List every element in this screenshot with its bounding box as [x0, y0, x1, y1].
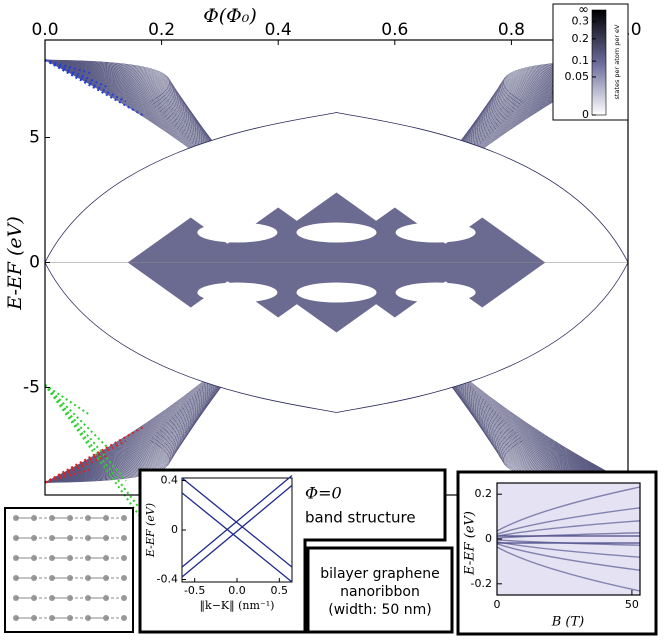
gap	[197, 282, 278, 303]
x-tick-label: 0.8	[498, 20, 525, 40]
y-axis-label: E-EF (eV)	[4, 216, 26, 311]
colorbar-tick-label: 0	[582, 108, 589, 121]
y-axis-label: E-EF (eV)	[463, 511, 478, 576]
atom	[121, 575, 127, 581]
fan-line	[44, 378, 211, 483]
level-dots	[44, 384, 91, 416]
colorbar-tick-label: 0.2	[572, 32, 590, 45]
band-line	[181, 492, 293, 583]
plot-frame	[181, 477, 293, 583]
x-tick-label: 50	[625, 598, 639, 611]
colorbar-tick-label: 0.05	[565, 70, 590, 83]
band-line	[181, 477, 293, 568]
level-curve	[496, 486, 641, 532]
colorbar-box	[552, 3, 629, 121]
atom	[121, 555, 127, 561]
y-tick-label: -0.2	[471, 577, 492, 590]
band-line	[181, 484, 293, 578]
atom	[121, 595, 127, 601]
atom	[121, 615, 127, 621]
level-dots	[44, 384, 145, 515]
x-tick-label: 0	[494, 598, 501, 611]
y-tick-label: 0	[485, 532, 492, 545]
lattice-frame	[4, 507, 134, 633]
field-inset: 0 500.20-0.2B (T)E-EF (eV)	[456, 470, 658, 636]
lattice-inset	[4, 507, 134, 633]
ribbon-frame	[306, 546, 454, 634]
ribbon-label: bilayer graphene	[320, 566, 439, 582]
ribbon-label: nanoribbon	[340, 584, 420, 600]
colorbar-top-label: ∞	[578, 3, 589, 18]
gap	[296, 222, 377, 243]
level-curve	[496, 507, 641, 535]
band-line	[181, 475, 293, 568]
fan-line	[44, 424, 178, 483]
ribbon-label-box: bilayer graphene nanoribbon (width: 50 nm)	[306, 546, 454, 634]
fan-line	[44, 59, 177, 115]
ribbon-label: (width: 50 nm)	[328, 602, 431, 618]
x-axis-label: Φ(Φ₀)	[203, 5, 257, 27]
level-curve	[496, 520, 641, 537]
x-axis-label: ‖k−K‖ (nm⁻¹)	[200, 599, 275, 613]
fan-line	[44, 59, 176, 113]
gap	[395, 282, 476, 303]
x-tick-label: 0.4	[265, 20, 292, 40]
inset-title: Φ=0	[305, 484, 342, 503]
x-tick-label: 0.2	[148, 20, 175, 40]
x-tick-label: 0.5	[271, 584, 289, 597]
gap	[296, 282, 377, 303]
y-tick-label: 0	[171, 523, 178, 536]
colorbar	[591, 9, 607, 116]
fan-line	[44, 59, 195, 142]
y-tick-label: 0	[29, 253, 40, 273]
plot-bg	[497, 483, 640, 595]
colorbar-tick-label: 0.1	[572, 54, 590, 67]
x-tick-label: 0.6	[381, 20, 408, 40]
colorbar-tick-label: 0.3	[572, 15, 590, 28]
main-plot: 0.00.20.40.60.81.050-5Φ(Φ₀)E-EF (eV)0.30…	[4, 3, 642, 548]
x-axis-label: B (T)	[551, 615, 585, 630]
gaps	[197, 222, 476, 303]
y-axis-label: E-EF (eV)	[144, 503, 157, 558]
inset-subtitle: band structure	[305, 509, 416, 527]
colorbar-label: states per atom per eV	[613, 24, 621, 100]
y-tick-label: 0.2	[475, 487, 493, 500]
y-tick-label: 5	[29, 128, 40, 148]
fan-line	[44, 421, 180, 483]
y-tick-label: 0.4	[161, 473, 179, 486]
gap	[395, 222, 476, 243]
level-curve	[496, 546, 641, 592]
x-tick-label: 0.0	[228, 584, 246, 597]
level-curve	[496, 543, 641, 571]
x-tick-label: -0.5	[184, 584, 205, 597]
atom	[121, 515, 127, 521]
level-dots	[44, 425, 145, 484]
level-dots	[44, 59, 145, 117]
band-inset: -0.5 0.0 0.5 0.4 0 -0.4 ‖k−K‖ (nm⁻¹) E-EF (eV) Φ…	[138, 468, 447, 634]
gap	[197, 222, 278, 243]
y-tick-label: -5	[23, 378, 40, 398]
fan-line	[44, 59, 170, 103]
atom	[121, 535, 127, 541]
x-tick-label: 0.0	[31, 20, 58, 40]
y-tick-label: -0.4	[157, 573, 178, 586]
fan-line	[44, 396, 197, 483]
